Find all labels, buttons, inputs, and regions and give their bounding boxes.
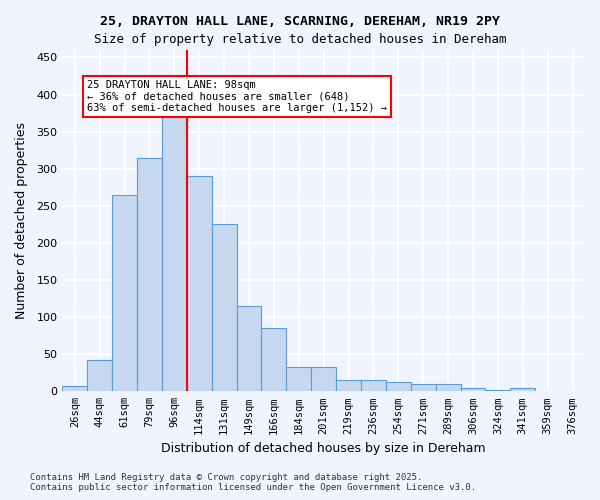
Bar xyxy=(411,384,436,392)
Bar xyxy=(137,158,162,392)
Bar xyxy=(212,224,236,392)
Bar xyxy=(262,328,286,392)
Text: 25, DRAYTON HALL LANE, SCARNING, DEREHAM, NR19 2PY: 25, DRAYTON HALL LANE, SCARNING, DEREHAM… xyxy=(100,15,500,28)
Bar xyxy=(461,388,485,392)
Bar xyxy=(236,306,262,392)
Text: Size of property relative to detached houses in Dereham: Size of property relative to detached ho… xyxy=(94,32,506,46)
Bar xyxy=(311,367,336,392)
Bar xyxy=(560,390,585,392)
Bar xyxy=(62,386,87,392)
Bar xyxy=(386,382,411,392)
Bar xyxy=(87,360,112,392)
Bar xyxy=(162,110,187,392)
Bar xyxy=(187,176,212,392)
Text: Contains HM Land Registry data © Crown copyright and database right 2025.
Contai: Contains HM Land Registry data © Crown c… xyxy=(30,473,476,492)
Bar xyxy=(336,380,361,392)
Bar xyxy=(112,194,137,392)
Y-axis label: Number of detached properties: Number of detached properties xyxy=(15,122,28,319)
Bar xyxy=(485,390,511,392)
Bar xyxy=(535,390,560,392)
Bar xyxy=(511,388,535,392)
Bar xyxy=(436,384,461,392)
Bar xyxy=(361,380,386,392)
Text: 25 DRAYTON HALL LANE: 98sqm
← 36% of detached houses are smaller (648)
63% of se: 25 DRAYTON HALL LANE: 98sqm ← 36% of det… xyxy=(87,80,387,113)
Bar xyxy=(286,367,311,392)
X-axis label: Distribution of detached houses by size in Dereham: Distribution of detached houses by size … xyxy=(161,442,486,455)
